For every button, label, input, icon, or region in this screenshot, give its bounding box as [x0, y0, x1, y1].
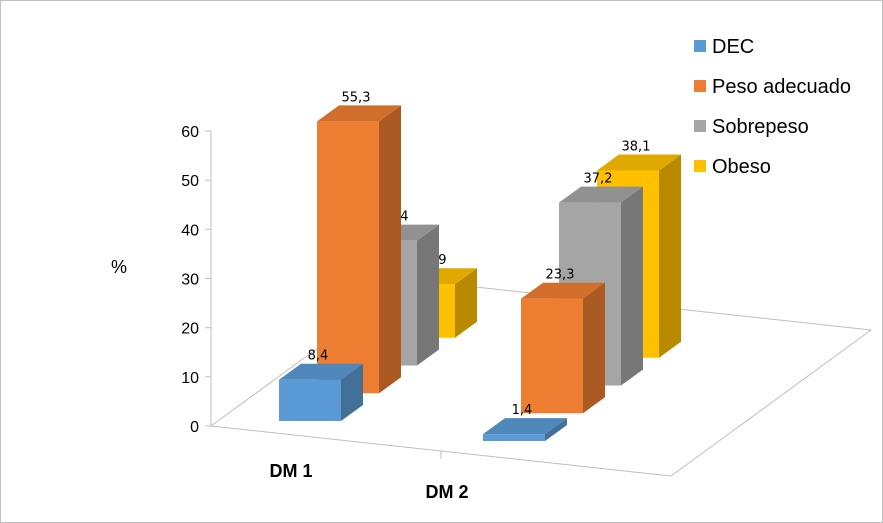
bar-side — [417, 224, 439, 366]
bar-top — [483, 418, 567, 435]
bar-side — [341, 363, 363, 421]
bar-side — [621, 186, 643, 386]
bar — [279, 379, 341, 421]
bar-top — [597, 154, 681, 171]
data-label: 23,3 — [546, 268, 575, 283]
legend-label: DEC — [712, 36, 754, 58]
bar-top — [521, 282, 605, 299]
y-tick-label: 20 — [181, 321, 199, 338]
bar-side — [455, 268, 477, 338]
y-tick-label: 10 — [181, 370, 199, 387]
bar-side — [379, 105, 401, 394]
bar — [317, 121, 379, 394]
bar-side — [659, 154, 681, 358]
data-label: 38,1 — [622, 139, 651, 154]
bar-top — [317, 105, 401, 122]
legend-swatch — [694, 120, 706, 132]
data-label: 1,4 — [512, 403, 533, 418]
bar — [521, 298, 583, 414]
data-label: 8,4 — [308, 349, 329, 364]
data-label: 37,2 — [584, 172, 613, 187]
y-tick-label: 0 — [190, 419, 199, 436]
bar-top — [559, 186, 643, 203]
y-tick-label: 60 — [181, 124, 199, 141]
x-category-label: DM 2 — [425, 482, 468, 502]
bar-side — [545, 418, 567, 441]
legend-swatch — [694, 80, 706, 92]
legend-label: Peso adecuado — [712, 76, 851, 98]
legend-swatch — [694, 40, 706, 52]
bar — [483, 434, 545, 441]
legend-swatch — [694, 160, 706, 172]
y-tick-label: 40 — [181, 222, 199, 239]
legend-label: Sobrepeso — [712, 116, 809, 138]
y-tick-label: 50 — [181, 173, 199, 190]
bar-side — [583, 282, 605, 414]
x-category-label: DM 1 — [269, 461, 312, 481]
data-label: 55,3 — [342, 90, 371, 105]
y-tick-label: 30 — [181, 272, 199, 289]
bar-top — [279, 363, 363, 380]
y-axis-title: % — [111, 257, 127, 277]
legend-label: Obeso — [712, 156, 771, 178]
